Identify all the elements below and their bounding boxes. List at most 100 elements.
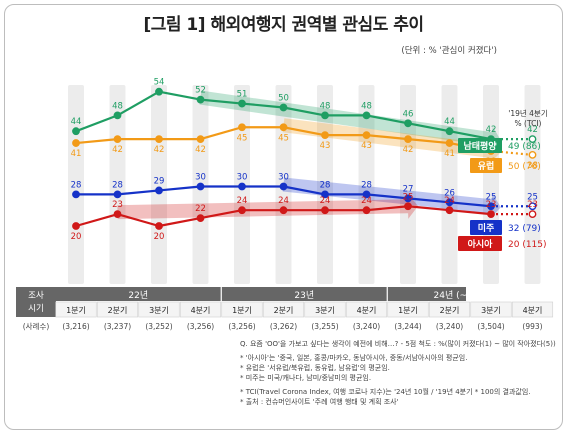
quarter-label: 1분기 [398, 306, 418, 315]
data-point [113, 190, 122, 199]
sample-size: (3,237) [104, 322, 131, 331]
column-band [68, 85, 84, 284]
sample-size: (3,504) [477, 322, 504, 331]
data-label: 20 [154, 232, 165, 242]
data-label: 24 [361, 196, 372, 206]
data-point [445, 206, 454, 215]
data-point [321, 131, 329, 140]
data-label: 30 [278, 173, 289, 183]
data-point [279, 182, 288, 191]
data-point [279, 123, 288, 132]
quarter-cell [138, 301, 180, 318]
quarter-label: 3분기 [149, 306, 169, 315]
quarter-cell [470, 301, 512, 318]
legend-label: 아시아 [468, 238, 494, 250]
quarter-cell [262, 301, 305, 318]
data-label: 42 [486, 125, 497, 135]
data-label: 41 [71, 149, 82, 159]
quarter-label: 2분기 [274, 306, 294, 315]
sample-size: (3,255) [311, 322, 338, 331]
quarter-label: 4분기 [191, 306, 211, 315]
data-label: 45 [278, 133, 289, 143]
quarter-cell [179, 301, 222, 318]
data-point [445, 198, 454, 207]
legend-tag [458, 138, 502, 153]
data-point [362, 206, 371, 215]
data-label: 27 [403, 184, 414, 194]
sample-size: (3,256) [228, 322, 255, 331]
data-label: 42 [403, 145, 414, 155]
quarter-label: 2분기 [440, 306, 460, 315]
data-point [528, 202, 537, 211]
legend-value: 50 (76) [508, 162, 541, 172]
legend-header-unit: % (TCI) [515, 119, 542, 128]
legend-label: 유럽 [478, 160, 495, 172]
quarter-cell [221, 301, 263, 318]
sample-size: (3,240) [353, 322, 380, 331]
column-band [400, 85, 416, 284]
note-question: Q. 요즘 'OO'을 가보고 싶다는 생각이 예전에 비해…? - 5점 척도… [240, 340, 556, 348]
legend-header: '19년 4분기 [508, 108, 547, 118]
legend-value: 20 (115) [508, 240, 547, 250]
footnotes: Q. 요즘 'OO'을 가보고 싶다는 생각이 예전에 비해…? - 5점 척도… [240, 339, 560, 407]
sample-size-header: (사례수) [23, 321, 50, 331]
data-label: 25 [403, 192, 414, 202]
row-header-label: 시기 [28, 304, 44, 314]
data-label: 24 [444, 196, 455, 206]
data-label: 26 [444, 188, 455, 198]
data-label: 38 [527, 161, 538, 171]
data-point [528, 150, 537, 159]
quarter-label: 3분기 [315, 306, 335, 315]
legend-value: 32 (79) [508, 224, 541, 234]
data-point [196, 214, 205, 223]
data-label: 20 [71, 232, 82, 242]
data-point [155, 222, 163, 230]
data-label: 24 [320, 196, 331, 206]
year-group-label: 22년 [128, 290, 148, 301]
data-point [155, 135, 163, 144]
data-label: 42 [195, 145, 206, 155]
chart-title: [그림 1] 해외여행지 권역별 관심도 추이 [143, 15, 424, 35]
data-point [321, 190, 329, 199]
quarter-label: 2분기 [108, 306, 128, 315]
data-label: 44 [444, 117, 455, 127]
data-point [196, 95, 205, 104]
data-point [404, 194, 412, 203]
quarter-cell [96, 301, 139, 318]
row-header-label: 조사 [28, 291, 44, 301]
quarter-label: 1분기 [232, 306, 252, 315]
unit-note: (단위 : % '관심이 커졌다') [401, 46, 497, 56]
quarter-cell [387, 301, 429, 318]
sample-size: (3,216) [62, 322, 89, 331]
data-point [487, 202, 495, 211]
data-label: 23 [486, 200, 497, 210]
data-label: 30 [195, 173, 206, 183]
note-asia: * '아시아'는 '중국, 일본, 홍콩/마카오, 동남아시아, 중동/서남아시… [240, 354, 468, 362]
data-label: 42 [527, 125, 538, 135]
data-point [72, 127, 80, 136]
data-label: 54 [154, 78, 165, 88]
note-tci: * TCI(Travel Corona Index, 여행 코로나 지수)는 '… [240, 388, 531, 396]
column-band [483, 85, 499, 284]
sample-size: (3,256) [187, 322, 214, 331]
data-label: 25 [486, 192, 497, 202]
data-point [362, 190, 371, 199]
quarter-cell [428, 301, 471, 318]
data-point [196, 135, 205, 144]
data-label: 24 [237, 196, 248, 206]
data-label: 30 [237, 173, 248, 183]
quarter-label: 4분기 [357, 306, 377, 315]
data-label: 28 [320, 180, 331, 190]
sample-size: (3,244) [394, 322, 421, 331]
data-point [72, 139, 80, 147]
data-point [72, 222, 80, 230]
legend-tag [458, 236, 502, 251]
data-point [528, 210, 537, 219]
data-point [487, 210, 495, 219]
data-label: 52 [195, 86, 206, 96]
legend-tag [470, 158, 502, 173]
data-point [279, 103, 288, 112]
data-point [404, 119, 412, 128]
data-label: 25 [527, 192, 538, 202]
note-source: * 출처 : 컨슈머인사이트 '주례 여행 행태 및 계획 조사' [240, 398, 399, 406]
